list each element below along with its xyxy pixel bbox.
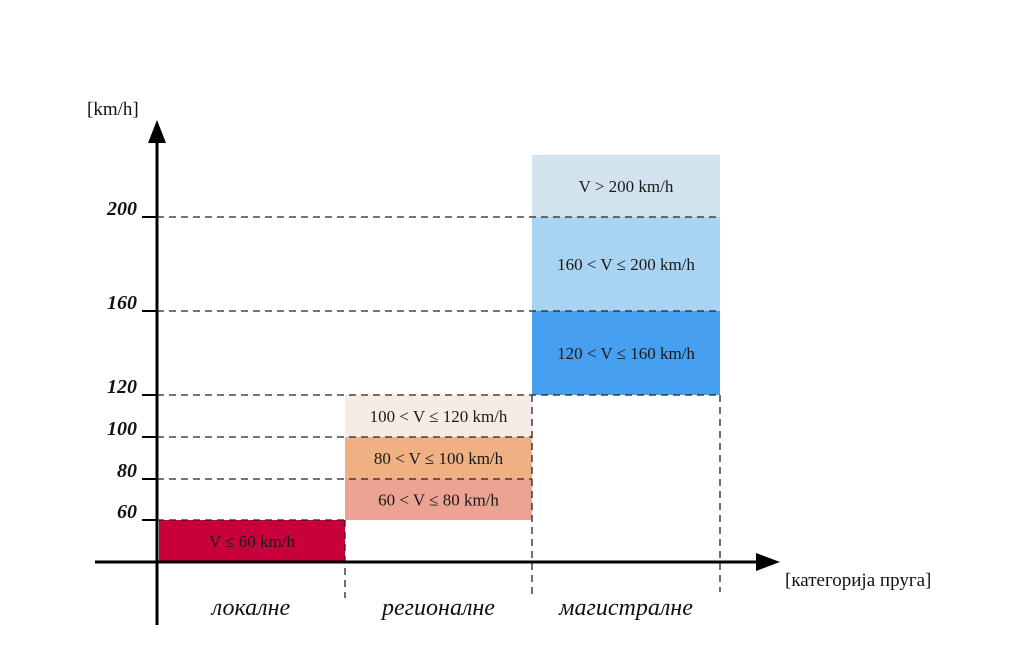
y-tick-label: 120 (107, 376, 137, 398)
category-labels: локалне регионалне магистралне (210, 595, 693, 621)
speed-band-6 (532, 155, 720, 217)
speed-band-label: 100 < V ≤ 120 km/h (370, 407, 508, 426)
speed-band-5 (532, 217, 720, 311)
y-tick-label: 60 (117, 501, 137, 523)
speed-band-label: V ≤ 60 km/h (209, 532, 295, 551)
category-label: магистралне (558, 595, 693, 621)
speed-band-label: 160 < V ≤ 200 km/h (557, 255, 695, 274)
y-tick-label: 100 (107, 418, 137, 440)
y-tick-label: 80 (117, 460, 137, 482)
y-tick-label: 160 (107, 292, 137, 314)
y-tick-labels: 60 80 100 120 160 200 (106, 198, 157, 523)
speed-band-label: 80 < V ≤ 100 km/h (374, 449, 504, 468)
speed-band-0 (159, 520, 345, 562)
y-tick-label: 200 (106, 198, 137, 220)
category-label: локалне (210, 595, 291, 621)
speed-band-label: 60 < V ≤ 80 km/h (378, 491, 499, 510)
bands-layer (159, 155, 720, 562)
y-axis-unit-label: [km/h] (87, 99, 139, 120)
x-axis-unit-label: [категорија пруга] (785, 570, 931, 591)
speed-band-label: V > 200 km/h (579, 177, 674, 196)
speed-band-2 (345, 437, 532, 479)
speed-band-3 (345, 395, 532, 437)
dashed-guides (157, 216, 721, 598)
x-axis-arrow-icon (756, 553, 780, 571)
band-labels: V ≤ 60 km/h 60 < V ≤ 80 km/h 80 < V ≤ 100 … (209, 177, 695, 551)
speed-band-label: 120 < V ≤ 160 km/h (557, 344, 695, 363)
category-label: регионалне (380, 595, 495, 621)
speed-band-1 (345, 479, 532, 520)
y-axis-arrow-icon (148, 120, 166, 143)
speed-band-4 (532, 311, 720, 395)
